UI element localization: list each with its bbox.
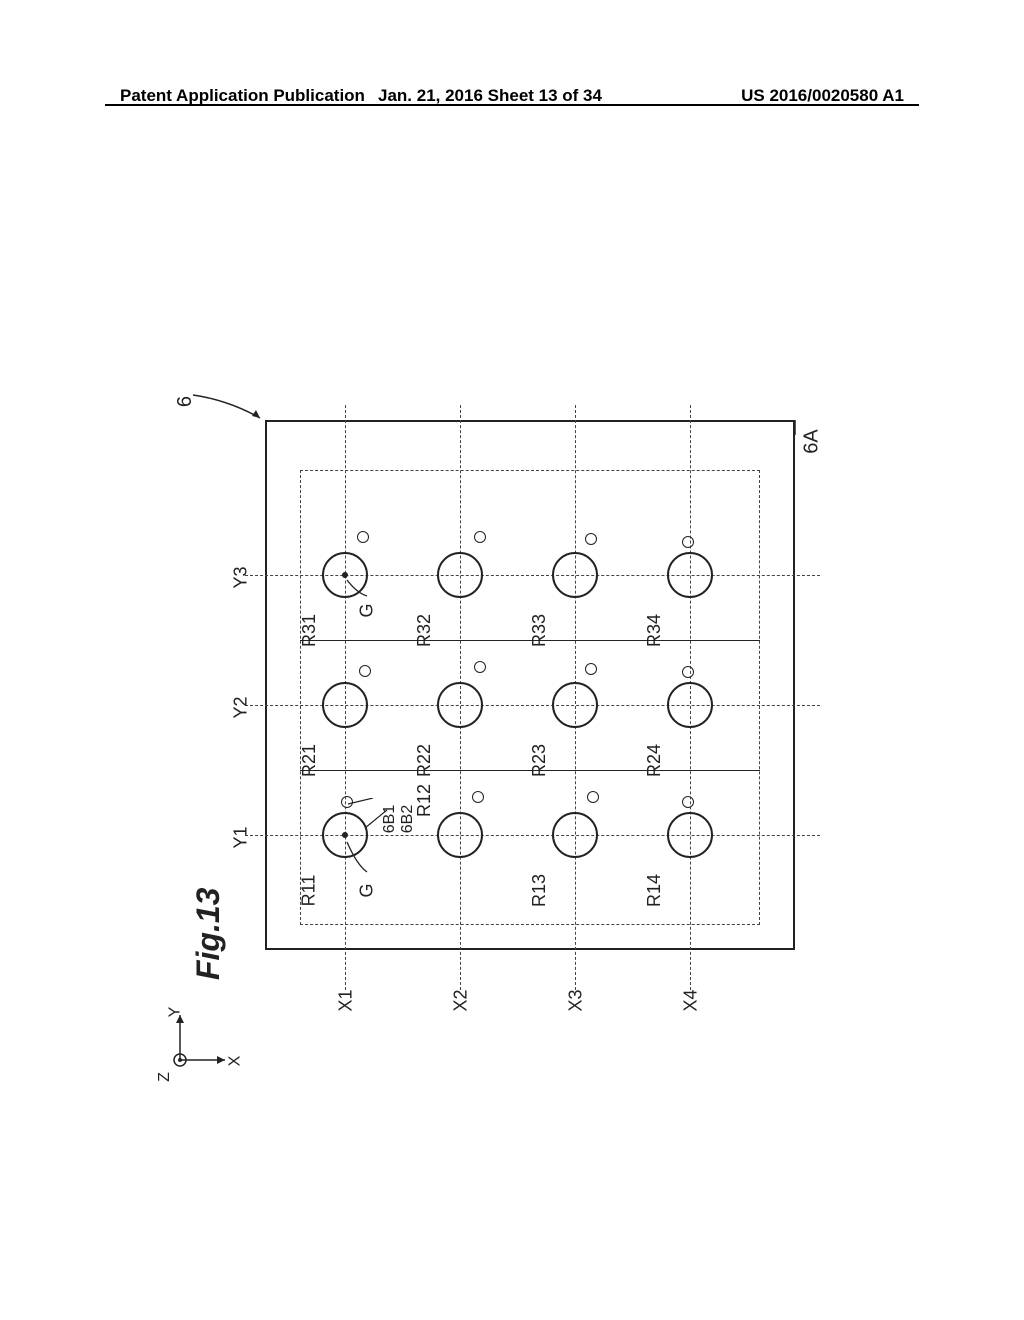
- coord-y: Y: [166, 1007, 184, 1018]
- axis-x2: X2: [451, 989, 472, 1011]
- cell-r12-small: [472, 791, 484, 803]
- cell-r22-label: R22: [414, 744, 435, 777]
- header-mid: Jan. 21, 2016 Sheet 13 of 34: [378, 86, 602, 106]
- cell-r11-label: R11: [298, 875, 319, 907]
- cell-r13-small: [587, 791, 599, 803]
- ref-6a-lead: [795, 420, 820, 450]
- cell-r31-label: R31: [299, 614, 320, 647]
- cell-r31-small: [357, 531, 369, 543]
- coord-x: X: [226, 1056, 244, 1067]
- cell-r34-small: [682, 536, 694, 548]
- cell-r23-big: [552, 682, 598, 728]
- cell-r22-small: [474, 661, 486, 673]
- cell-r21-label: R21: [299, 744, 320, 777]
- axis-x3: X3: [566, 989, 587, 1011]
- ref-g1-lead: [345, 840, 385, 885]
- cell-r13-label: R13: [529, 874, 550, 907]
- cell-r14-big: [667, 812, 713, 858]
- header-right: US 2016/0020580 A1: [741, 86, 904, 106]
- page: Patent Application Publication Jan. 21, …: [0, 0, 1024, 1320]
- cell-r21-big: [322, 682, 368, 728]
- cell-r34-label: R34: [644, 614, 665, 647]
- ref-6b-leads: [345, 798, 395, 838]
- axis-y2: Y2: [231, 696, 252, 718]
- cell-r14-label: R14: [644, 874, 665, 907]
- cell-r12-big: [437, 812, 483, 858]
- cell-r32-label: R32: [414, 614, 435, 647]
- cell-r14-small: [682, 796, 694, 808]
- axis-y1: Y1: [231, 826, 252, 848]
- cell-r24-big: [667, 682, 713, 728]
- ref-6b2: 6B2: [399, 805, 417, 833]
- ref-g-1: G: [357, 883, 378, 897]
- header-left: Patent Application Publication: [120, 86, 365, 106]
- coord-z: Z: [156, 1072, 174, 1082]
- axis-x1: X1: [336, 989, 357, 1011]
- cell-r23-label: R23: [529, 744, 550, 777]
- cell-r33-big: [552, 552, 598, 598]
- figure-area: Fig.13 6 6A R11: [0, 180, 1024, 1050]
- cell-r33-small: [585, 533, 597, 545]
- cell-r33-label: R33: [529, 614, 550, 647]
- header-line: [105, 104, 919, 106]
- ref-g2-lead: [345, 578, 385, 608]
- cell-r22-big: [437, 682, 483, 728]
- ref-6-arrow: [188, 390, 268, 425]
- cell-r34-big: [667, 552, 713, 598]
- cell-r21-small: [359, 665, 371, 677]
- cell-r24-label: R24: [644, 744, 665, 777]
- cell-r32-big: [437, 552, 483, 598]
- cell-r32-small: [474, 531, 486, 543]
- axis-x4: X4: [681, 989, 702, 1011]
- figure-title: Fig.13: [190, 888, 227, 980]
- cell-r23-small: [585, 663, 597, 675]
- cell-r24-small: [682, 666, 694, 678]
- cell-r13-big: [552, 812, 598, 858]
- axis-y3: Y3: [231, 566, 252, 588]
